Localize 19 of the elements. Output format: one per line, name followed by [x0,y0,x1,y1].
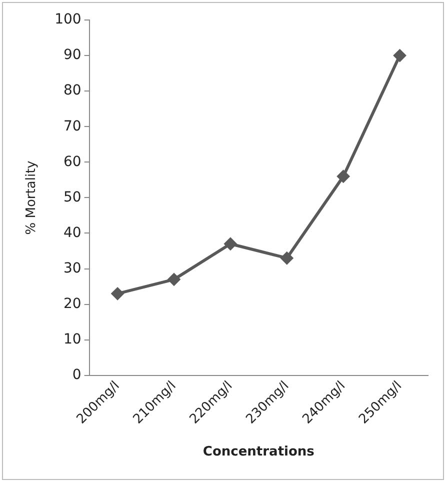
point [393,49,406,62]
y-tick-label: 70 [63,118,82,134]
y-tick-label: 90 [63,47,82,64]
y-tick-label: 10 [63,331,82,348]
point [336,170,350,183]
y-tick-label: 50 [63,189,82,206]
y-tick-label: 0 [72,367,82,384]
y-tick-label: 40 [63,224,82,241]
point [111,287,124,300]
y-axis-title: % Mortality [24,160,40,235]
y-tick-label: 80 [63,82,82,99]
x-axis-title: Concentrations [202,444,315,460]
y-tick-label: 60 [63,154,82,170]
point [280,252,294,265]
point [224,237,237,250]
point [167,272,180,286]
y-tick-label: 30 [63,260,82,276]
y-tick-label: 100 [54,12,82,28]
y-tick-label: 20 [63,296,82,312]
